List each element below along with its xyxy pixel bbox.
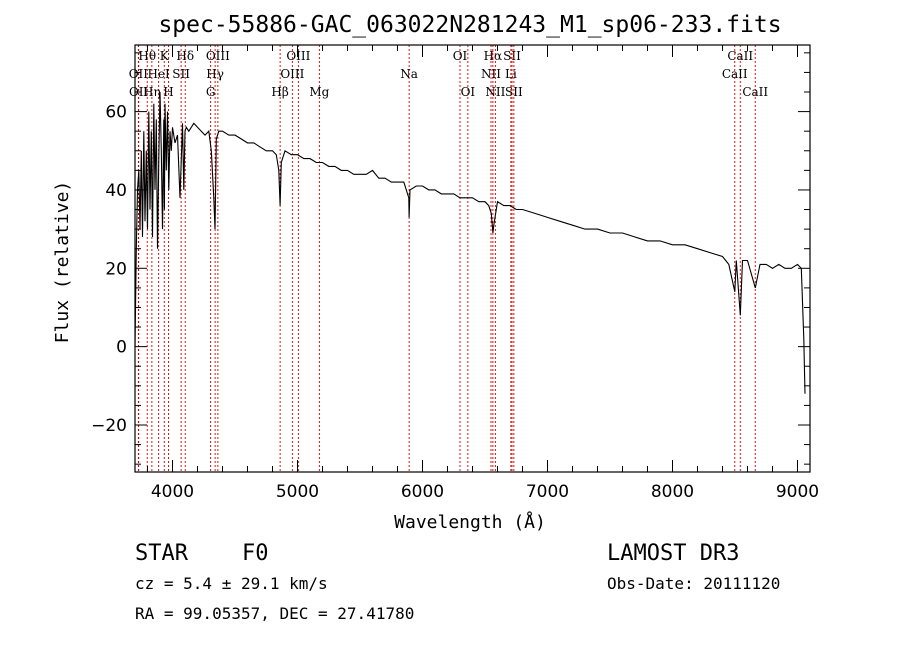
line-mark-label: H	[163, 85, 173, 99]
line-mark-label: HeI	[147, 67, 170, 81]
y-tick-label: 0	[116, 338, 127, 358]
coordinates: RA = 99.05357, DEC = 27.41780	[135, 604, 414, 623]
x-axis-label: Wavelength (Å)	[394, 511, 546, 533]
line-mark-label: Mg	[309, 85, 329, 99]
line-mark-label: Hθ	[138, 49, 156, 63]
y-tick-label: −20	[91, 416, 127, 436]
line-mark-label: OIII	[280, 67, 304, 81]
y-tick-label: 40	[105, 181, 127, 201]
survey-name: LAMOST DR3	[607, 541, 739, 566]
line-mark-label: SII	[505, 85, 523, 99]
y-axis-label: Flux (relative)	[52, 181, 73, 344]
line-mark-label: Hα	[484, 49, 503, 63]
line-mark-label: OIII	[206, 49, 230, 63]
line-mark-label: G	[206, 85, 216, 99]
x-tick-label: 7000	[526, 482, 569, 502]
y-tick-label: 20	[105, 259, 127, 279]
line-mark-label: CaII	[722, 67, 748, 81]
chart-title: spec-55886-GAC_063022N281243_M1_sp06-233…	[158, 12, 781, 38]
line-mark-label: OI	[453, 49, 468, 63]
x-tick-label: 8000	[651, 482, 694, 502]
line-mark-label: Hη	[143, 85, 161, 99]
line-mark-label: CaII	[727, 49, 753, 63]
line-mark-label: Hδ	[176, 49, 194, 63]
line-mark-label: Na	[400, 67, 418, 81]
plot-frame	[134, 44, 811, 473]
line-mark-label: SII	[503, 49, 521, 63]
line-mark-label: Hβ	[271, 85, 288, 99]
object-class: STAR	[135, 541, 189, 566]
line-mark-label: SII	[172, 67, 190, 81]
y-tick-label: 60	[105, 103, 127, 123]
line-mark-label: NII	[481, 67, 501, 81]
obs-date: Obs-Date: 20111120	[607, 574, 780, 593]
x-tick-label: 4000	[151, 482, 194, 502]
axis-ticks: 4000 5000 6000 7000 8000 9000 −20 0 20 40 60	[91, 45, 819, 502]
line-mark-label: NII	[485, 85, 505, 99]
object-subclass: F0	[242, 541, 269, 566]
x-tick-label: 6000	[401, 482, 444, 502]
redshift-readout: cz = 5.4 ± 29.1 km/s	[135, 574, 328, 593]
x-tick-label: 9000	[776, 482, 819, 502]
line-mark-label: K	[160, 49, 170, 63]
x-tick-label: 5000	[276, 482, 319, 502]
line-mark-label: OIII	[286, 49, 310, 63]
line-mark-label: OI	[461, 85, 476, 99]
line-mark-label: Hγ	[206, 67, 224, 81]
line-mark-label: CaII	[742, 85, 768, 99]
spectrum-series-line	[134, 91, 806, 394]
line-mark-label: Li	[505, 67, 517, 81]
